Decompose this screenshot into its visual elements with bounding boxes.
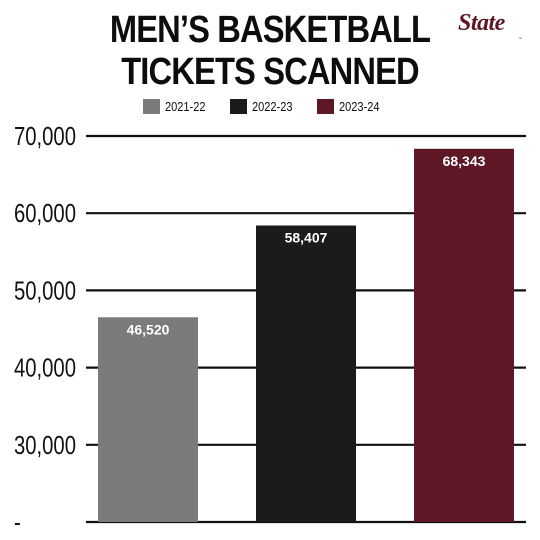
chart-legend: 2021-22 2022-23 2023-24: [0, 98, 540, 116]
data-label-2021-22: 46,520: [127, 321, 170, 337]
state-logo: State: [458, 10, 505, 36]
y-tick-label: 30,000: [14, 430, 76, 459]
bar-2021-22: [98, 317, 198, 522]
legend-swatch-2022-23: [230, 99, 247, 114]
bar-2022-23: [256, 225, 356, 522]
legend-swatch-2021-22: [143, 99, 160, 114]
y-tick-label: -: [14, 508, 21, 537]
y-tick-label: 50,000: [14, 276, 76, 305]
bar-2023-24: [414, 148, 514, 522]
y-tick-label: 60,000: [14, 199, 76, 228]
legend-label-2022-23: 2022-23: [252, 99, 293, 114]
legend-swatch-2023-24: [317, 99, 334, 114]
trademark-mark: ™: [518, 37, 523, 43]
y-tick-label: 40,000: [14, 353, 76, 382]
legend-label-2023-24: 2023-24: [339, 99, 380, 114]
chart-title-line-2: TICKETS SCANNED: [121, 51, 419, 93]
data-label-2022-23: 58,407: [285, 229, 328, 245]
data-label-2023-24: 68,343: [443, 153, 486, 169]
chart-title-line-1: MEN’S BASKETBALL: [109, 9, 431, 51]
legend-label-2021-22: 2021-22: [165, 99, 206, 114]
y-tick-label: 70,000: [14, 122, 76, 151]
